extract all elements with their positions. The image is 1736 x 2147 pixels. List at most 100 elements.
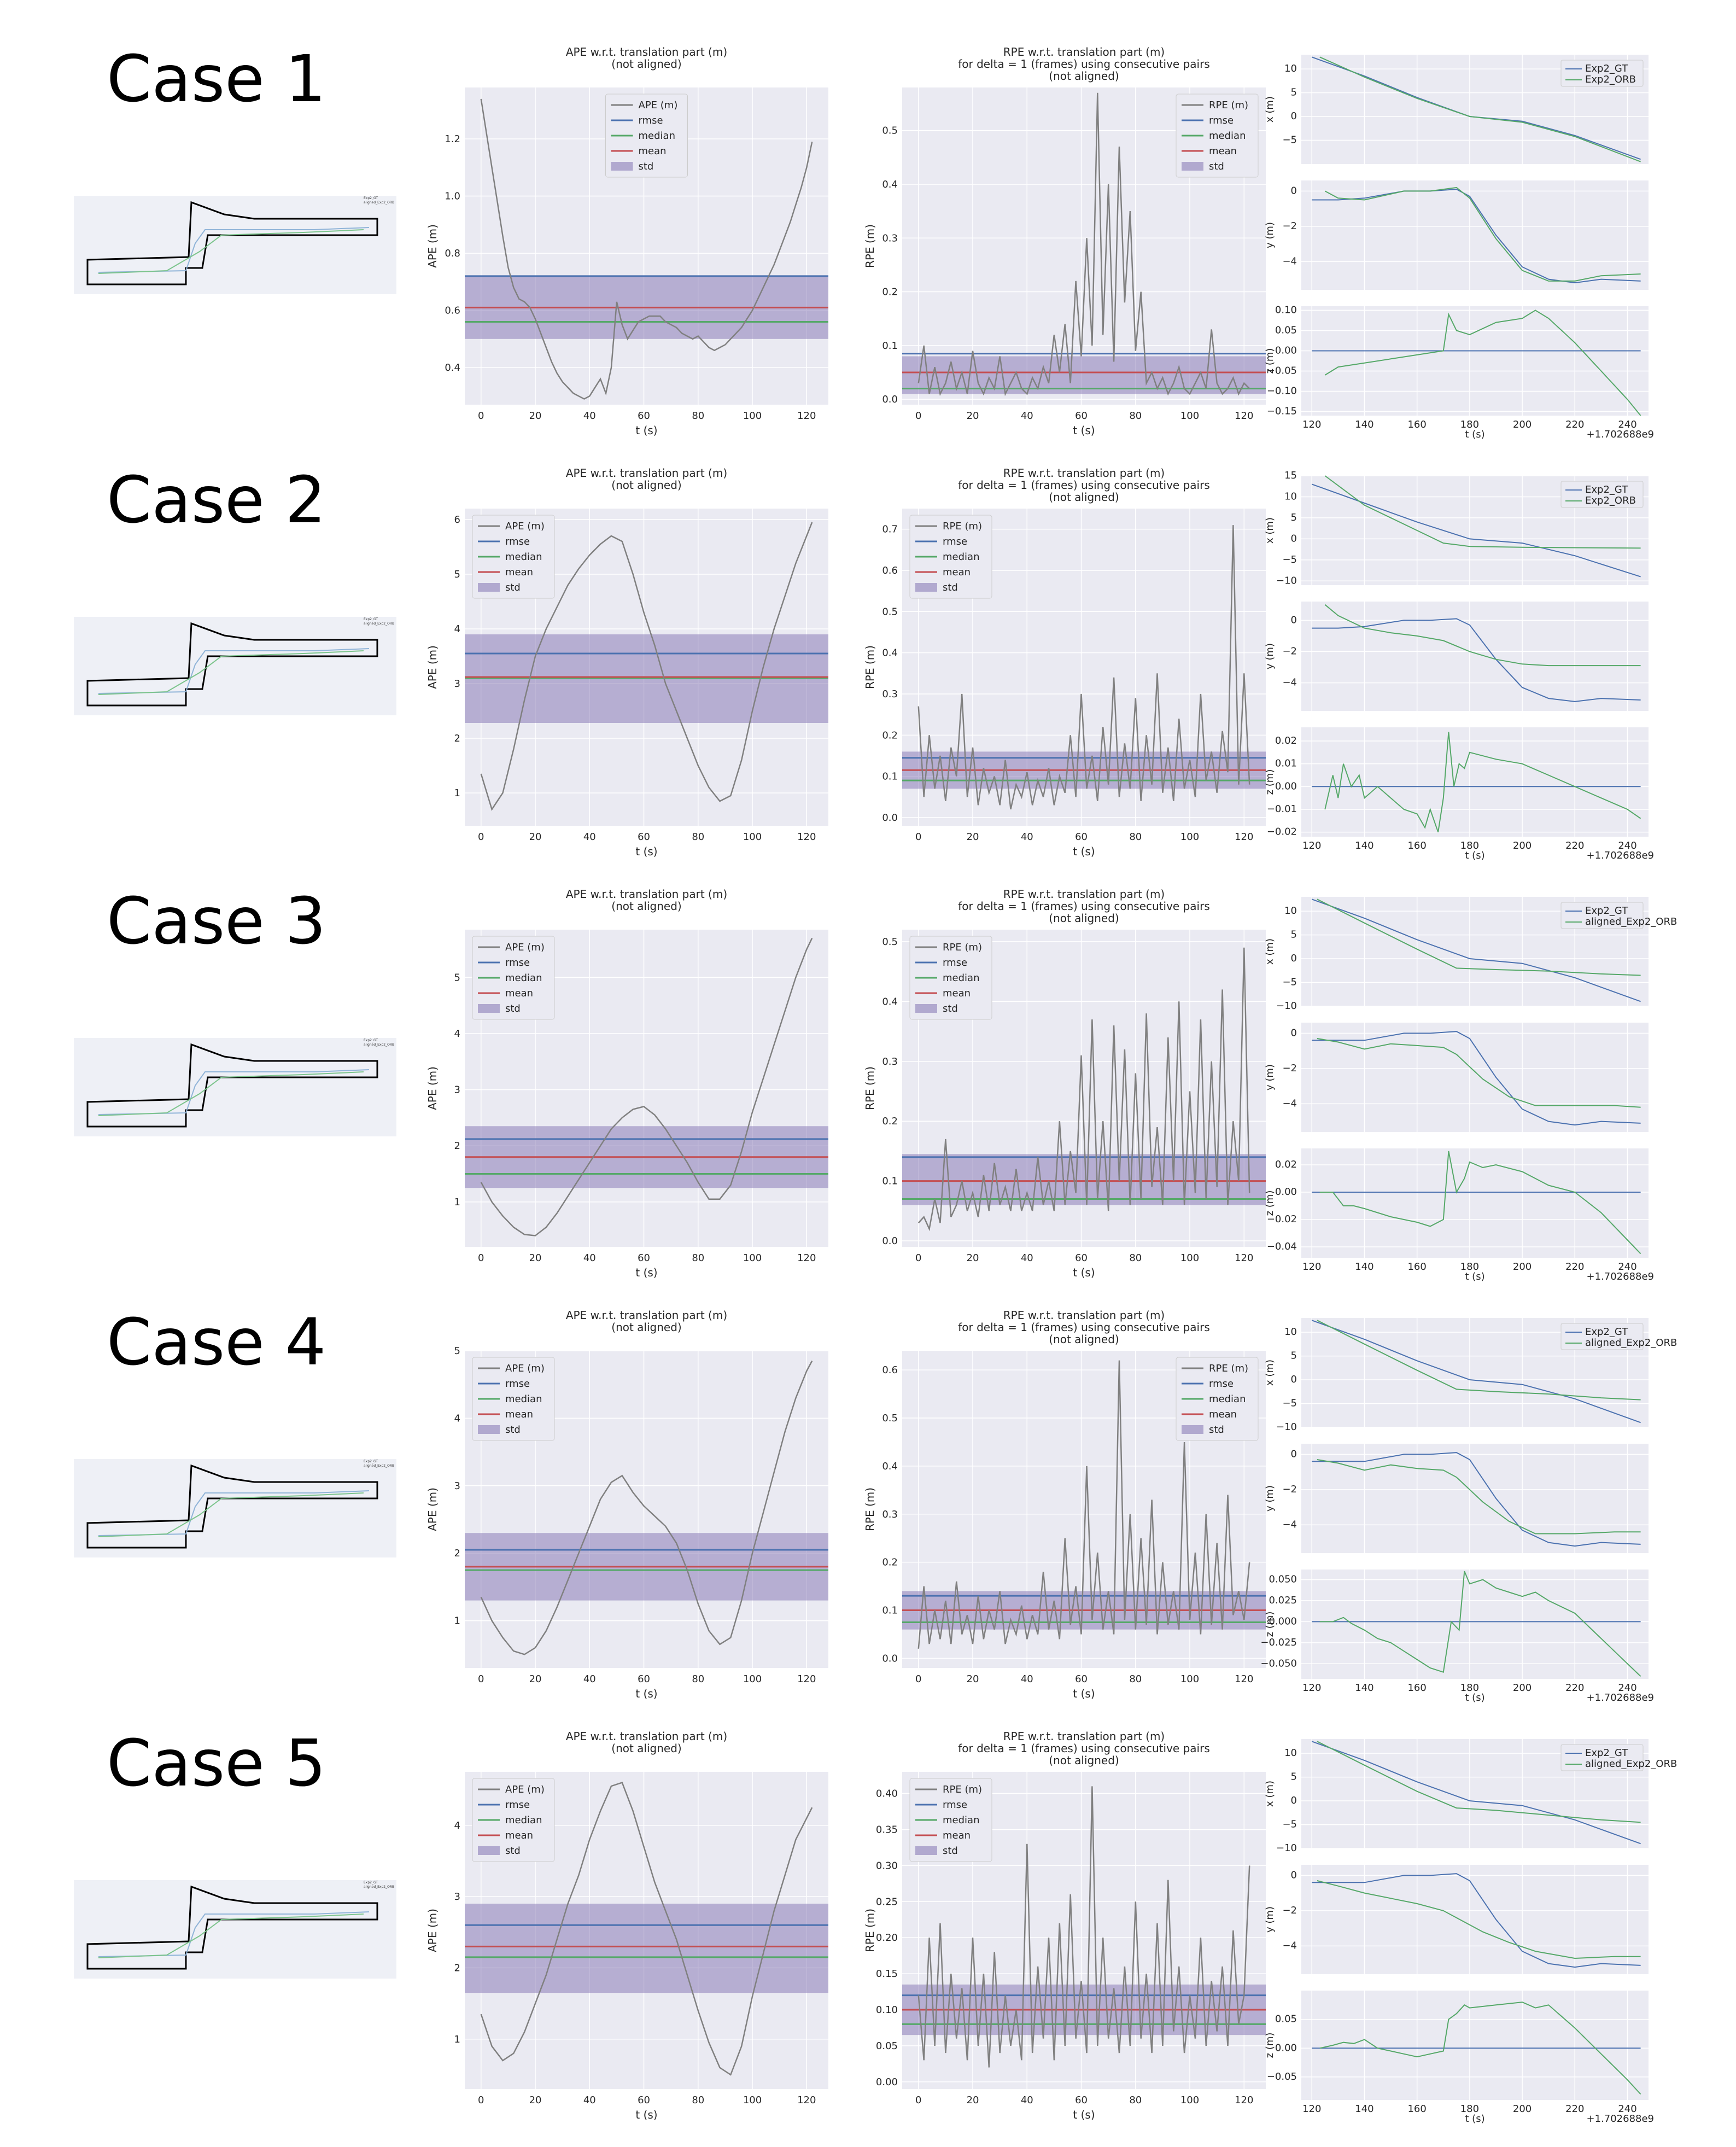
x-tick-label: 60 xyxy=(638,831,650,843)
legend-label: mean xyxy=(1209,1409,1237,1420)
gt-series-line xyxy=(1312,1873,1641,1968)
legend-label: median xyxy=(505,1393,542,1405)
rpe-series-line xyxy=(917,1360,1250,1649)
x-tick-label: 60 xyxy=(638,410,650,422)
x-tick-label: 40 xyxy=(1021,2095,1033,2106)
orb-series-line xyxy=(1324,186,1641,282)
std-band xyxy=(465,1904,828,1993)
x-tick-label: 100 xyxy=(1180,410,1199,422)
y-tick-label: 10 xyxy=(1284,1747,1297,1759)
rpe-title: (not aligned) xyxy=(1049,1333,1119,1346)
y-tick-label: −2 xyxy=(1282,220,1297,232)
y-tick-label: 3 xyxy=(454,678,460,690)
y-tick-label: 0.1 xyxy=(882,340,898,352)
x-tick-label: 120 xyxy=(1235,1252,1253,1264)
y-tick-label: 0.3 xyxy=(882,1509,898,1520)
gt-series-line xyxy=(1312,1452,1641,1547)
y-tick-label: 0.10 xyxy=(876,2004,898,2016)
legend-swatch xyxy=(1182,162,1203,171)
y-tick-label: 0.00 xyxy=(1275,1186,1297,1198)
case-row: Case 2 xyxy=(107,462,326,538)
legend-label: aligned_Exp2_ORB xyxy=(1585,916,1677,927)
map-walls xyxy=(86,1885,378,1970)
legend-label: std xyxy=(943,582,958,593)
x-tick-label: 220 xyxy=(1565,2103,1584,2115)
legend-label: rmse xyxy=(639,115,663,126)
y-tick-label: 0 xyxy=(1291,185,1297,196)
y-tick-label: 0.1 xyxy=(882,1605,898,1617)
rpe-legend: RPE (m) rmse median mean std xyxy=(909,515,992,599)
trajectory-panel: 0.10 0.05 0.00 −0.05 −0.10 −0.15 z (m) 120 140 16… xyxy=(1264,304,1654,440)
y-tick-label: 0.1 xyxy=(882,771,898,783)
y-tick-label: 3 xyxy=(454,1084,460,1096)
map-orb-path xyxy=(98,1071,364,1116)
x-axis-label: t (s) xyxy=(1073,2108,1095,2121)
rpe-title: RPE w.r.t. translation part (m) xyxy=(1003,45,1165,59)
legend-label: rmse xyxy=(943,957,967,969)
y-tick-label: −4 xyxy=(1282,677,1297,689)
x-tick-label: 120 xyxy=(1302,840,1321,851)
y-axis-label: z (m) xyxy=(1264,2033,1276,2058)
x-tick-label: 160 xyxy=(1407,419,1426,430)
x-tick-label: 60 xyxy=(638,2095,650,2106)
rpe-title: (not aligned) xyxy=(1049,912,1119,925)
y-tick-label: −0.05 xyxy=(1267,365,1297,377)
rpe-title: for delta = 1 (frames) using consecutive… xyxy=(958,900,1210,913)
axes-bg xyxy=(1301,1444,1649,1553)
rpe-series-line xyxy=(917,947,1250,1232)
map-walls xyxy=(86,1464,378,1549)
y-tick-label: 0.00 xyxy=(1275,780,1297,792)
y-tick-label: 0.3 xyxy=(882,689,898,700)
y-tick-label: 1 xyxy=(454,1615,460,1627)
rpe-series-line xyxy=(917,525,1250,810)
y-tick-label: 0.0 xyxy=(882,394,898,405)
legend-box xyxy=(472,936,555,1020)
x-tick-label: 120 xyxy=(1302,2103,1321,2115)
case-row: Case 5 xyxy=(107,1725,326,1801)
legend-label: Exp2_GT xyxy=(1585,1747,1628,1759)
y-axis-label: z (m) xyxy=(1264,1612,1276,1637)
ape-legend: APE (m) rmse median mean std xyxy=(472,1778,555,1862)
y-axis-label: x (m) xyxy=(1264,1781,1276,1807)
y-tick-label: −4 xyxy=(1282,1098,1297,1109)
y-tick-label: 4 xyxy=(454,1028,460,1040)
x-tick-label: 80 xyxy=(692,831,704,843)
trajectory-panel: 0 −2 −4 y (m) xyxy=(1264,1865,1649,1974)
x-tick-label: 200 xyxy=(1513,2103,1532,2115)
legend-label: median xyxy=(943,1815,979,1826)
y-tick-label: 1 xyxy=(454,1197,460,1208)
y-tick-label: −0.02 xyxy=(1267,826,1297,838)
legend-label: std xyxy=(943,1003,958,1014)
y-tick-label: 0.7 xyxy=(882,524,898,535)
orb-series-line xyxy=(1324,732,1641,833)
y-tick-label: 4 xyxy=(454,1413,460,1424)
x-tick-label: 0 xyxy=(478,410,484,422)
x-tick-label: 100 xyxy=(743,1673,762,1685)
ape-series-line xyxy=(480,1782,813,2076)
y-tick-label: 0.4 xyxy=(445,362,460,374)
y-tick-label: 0.15 xyxy=(876,1968,898,1980)
x-tick-label: 40 xyxy=(1021,1673,1033,1685)
y-tick-label: 5 xyxy=(454,972,460,983)
y-tick-label: 0.00 xyxy=(876,2076,898,2088)
legend-label: Exp2_GT xyxy=(1585,1326,1628,1338)
x-tick-label: 0 xyxy=(478,831,484,843)
x-tick-label: 100 xyxy=(743,831,762,843)
x-tick-label: 80 xyxy=(692,2095,704,2106)
y-tick-label: 0 xyxy=(1291,614,1297,626)
x-tick-label: 160 xyxy=(1407,1682,1426,1694)
x-tick-label: 140 xyxy=(1355,1261,1373,1273)
rpe-title: RPE w.r.t. translation part (m) xyxy=(1003,466,1165,480)
legend-label: rmse xyxy=(505,536,530,547)
x-tick-label: 220 xyxy=(1565,419,1584,430)
y-tick-label: 5 xyxy=(454,1345,460,1357)
ape-legend: APE (m) rmse median mean std xyxy=(472,515,555,599)
x-axis-label: t (s) xyxy=(1465,429,1484,440)
